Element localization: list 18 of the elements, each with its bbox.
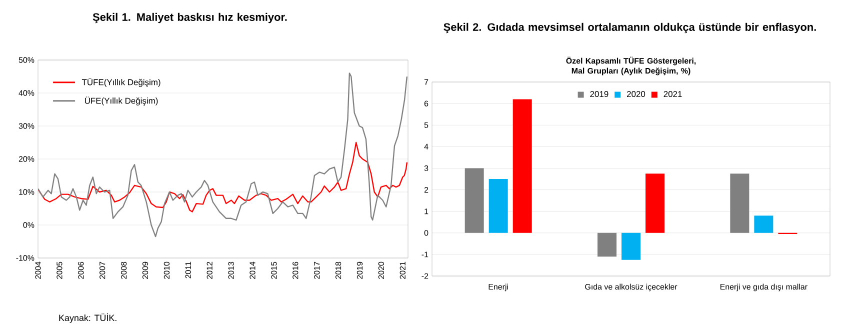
bar — [730, 174, 750, 233]
legend-label: TÜFE(Yıllık Değişim) — [82, 78, 160, 87]
bar — [488, 179, 508, 233]
chart-title: Şekil 1. Maliyet baskısı hız kesmiyor. — [92, 12, 287, 24]
legend-label: ÜFE(Yıllık Değişim) — [85, 96, 158, 106]
legend-label: 2019 — [590, 91, 608, 98]
line-series — [38, 142, 408, 212]
bar — [754, 216, 774, 233]
bar — [598, 232, 617, 257]
bar — [622, 232, 641, 260]
legend-label: 2020 — [627, 91, 646, 98]
chart-title: Şekil 2. Gıdada mevsimsel ortalamanın oldukça üstünde bir enflasyon. — [444, 22, 816, 34]
line-series — [38, 72, 408, 238]
legend-label: 2021 — [664, 91, 682, 98]
bar — [512, 99, 532, 233]
text: Kaynak: TÜİK. — [59, 313, 116, 323]
bar — [464, 168, 484, 233]
bar — [646, 174, 665, 233]
